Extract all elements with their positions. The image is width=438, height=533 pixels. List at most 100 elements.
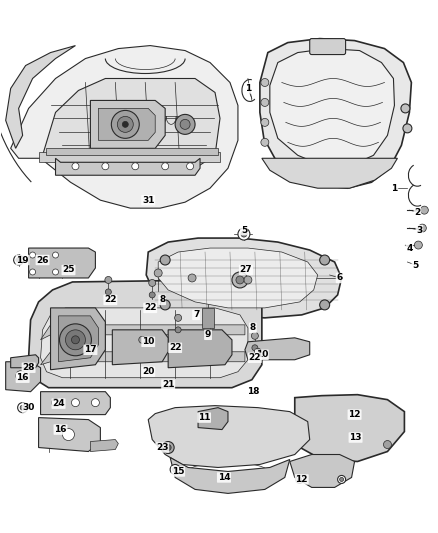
Circle shape <box>187 163 194 169</box>
Text: 8: 8 <box>250 324 256 333</box>
Polygon shape <box>295 394 404 462</box>
Circle shape <box>52 399 60 407</box>
Text: 1: 1 <box>245 84 251 93</box>
Text: 28: 28 <box>22 363 35 372</box>
Polygon shape <box>90 440 118 451</box>
Circle shape <box>122 122 128 127</box>
Circle shape <box>132 163 139 169</box>
Circle shape <box>102 163 109 169</box>
Circle shape <box>244 276 252 284</box>
Circle shape <box>298 478 302 481</box>
Text: 31: 31 <box>142 196 155 205</box>
Circle shape <box>149 279 155 286</box>
Circle shape <box>252 345 258 351</box>
Circle shape <box>384 441 392 449</box>
Text: 2: 2 <box>414 208 420 216</box>
Circle shape <box>139 336 146 343</box>
Text: 16: 16 <box>54 425 67 434</box>
Text: 6: 6 <box>336 273 343 282</box>
Polygon shape <box>11 355 39 368</box>
Text: 22: 22 <box>104 295 117 304</box>
Circle shape <box>320 255 330 265</box>
Circle shape <box>53 252 59 258</box>
Circle shape <box>117 116 133 132</box>
Polygon shape <box>90 100 165 148</box>
Text: 5: 5 <box>241 225 247 235</box>
Circle shape <box>154 269 162 277</box>
Polygon shape <box>39 417 100 451</box>
Text: 23: 23 <box>156 443 169 452</box>
Circle shape <box>106 289 111 295</box>
Polygon shape <box>56 158 200 175</box>
Text: 22: 22 <box>144 303 156 312</box>
Polygon shape <box>198 408 228 430</box>
Circle shape <box>241 231 247 237</box>
Polygon shape <box>50 308 106 370</box>
Text: 22: 22 <box>249 353 261 362</box>
Circle shape <box>180 119 190 130</box>
Polygon shape <box>41 352 245 365</box>
Text: 9: 9 <box>205 330 211 340</box>
Polygon shape <box>245 338 310 360</box>
Circle shape <box>30 269 35 275</box>
Text: 19: 19 <box>16 255 29 264</box>
Polygon shape <box>99 108 155 140</box>
Text: 1: 1 <box>391 184 398 193</box>
Circle shape <box>20 405 25 410</box>
Circle shape <box>71 399 79 407</box>
Polygon shape <box>158 248 318 308</box>
Text: 24: 24 <box>52 399 65 408</box>
Polygon shape <box>168 330 232 368</box>
Circle shape <box>401 104 410 113</box>
Circle shape <box>296 475 304 483</box>
Circle shape <box>16 257 21 263</box>
Circle shape <box>162 163 169 169</box>
Polygon shape <box>11 46 238 208</box>
Circle shape <box>261 78 269 86</box>
Circle shape <box>16 371 25 381</box>
Polygon shape <box>39 152 220 162</box>
Circle shape <box>92 399 99 407</box>
Circle shape <box>165 445 171 450</box>
Circle shape <box>175 115 195 134</box>
Circle shape <box>14 255 24 265</box>
Polygon shape <box>46 148 218 155</box>
Polygon shape <box>28 248 95 278</box>
Circle shape <box>175 314 182 321</box>
Circle shape <box>60 324 92 356</box>
Circle shape <box>254 348 261 356</box>
Text: 22: 22 <box>169 343 181 352</box>
Circle shape <box>420 206 428 214</box>
Polygon shape <box>260 38 411 188</box>
Circle shape <box>105 277 112 284</box>
Text: 15: 15 <box>172 467 184 476</box>
Circle shape <box>188 274 196 282</box>
Circle shape <box>232 272 248 288</box>
Polygon shape <box>262 158 397 188</box>
Text: 11: 11 <box>198 413 210 422</box>
Circle shape <box>72 163 79 169</box>
Text: 27: 27 <box>240 265 252 274</box>
Circle shape <box>149 292 155 298</box>
FancyBboxPatch shape <box>310 38 346 54</box>
Circle shape <box>71 336 79 344</box>
Circle shape <box>339 478 343 481</box>
Text: 5: 5 <box>412 261 418 270</box>
Polygon shape <box>290 455 355 487</box>
Circle shape <box>18 402 28 413</box>
Text: 30: 30 <box>22 403 35 412</box>
Text: 8: 8 <box>159 295 165 304</box>
Circle shape <box>261 118 269 126</box>
Polygon shape <box>170 457 290 494</box>
Polygon shape <box>41 325 245 340</box>
Circle shape <box>251 333 258 340</box>
Text: 10: 10 <box>142 337 155 346</box>
Circle shape <box>173 467 178 472</box>
Text: 13: 13 <box>350 433 362 442</box>
Circle shape <box>63 429 74 441</box>
Text: 14: 14 <box>218 473 230 482</box>
Polygon shape <box>59 316 99 362</box>
Text: 18: 18 <box>247 387 259 396</box>
Text: 7: 7 <box>193 310 199 319</box>
Circle shape <box>403 124 412 133</box>
